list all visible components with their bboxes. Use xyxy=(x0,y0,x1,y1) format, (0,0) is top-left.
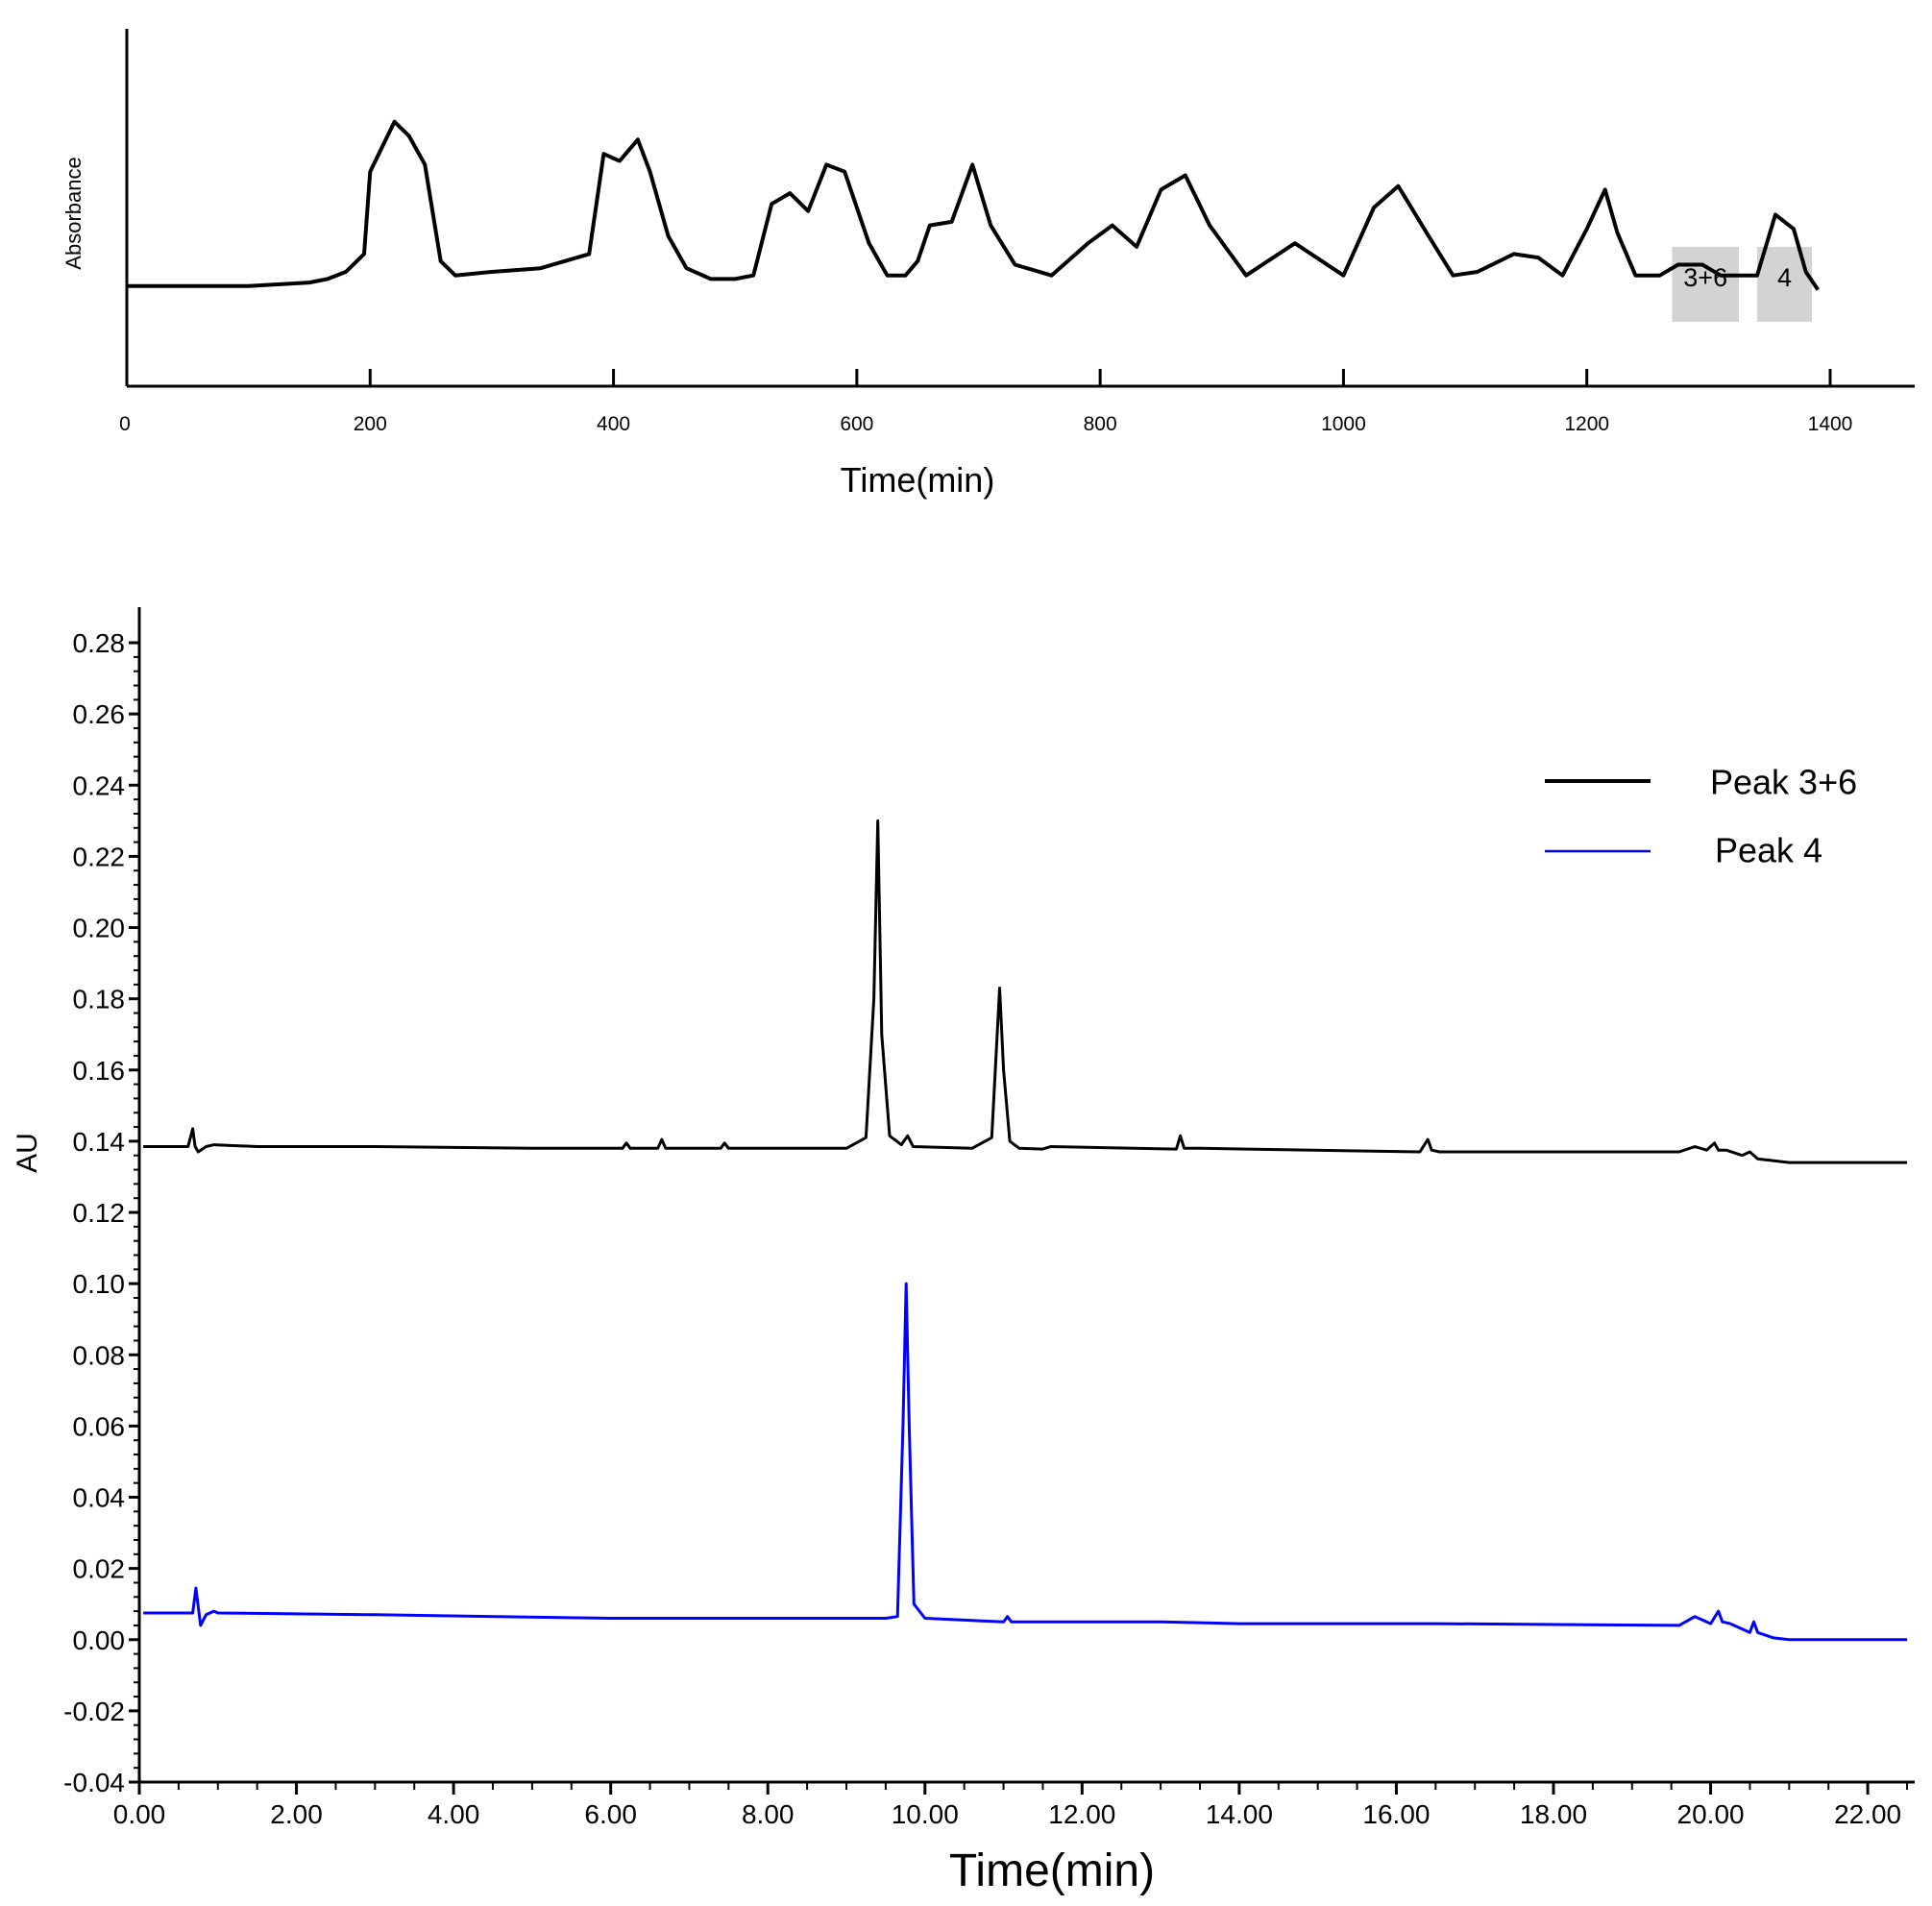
top-x-tick-label: 1000 xyxy=(1321,413,1366,435)
bottom-y-tick-label: 0.00 xyxy=(73,1625,126,1655)
bottom-y-tick-label: 0.12 xyxy=(73,1198,126,1228)
bottom-x-tick-label: 14.00 xyxy=(1206,1799,1273,1829)
legend-label-peak-3-6: Peak 3+6 xyxy=(1710,763,1857,802)
legend-label-peak-4: Peak 4 xyxy=(1715,831,1822,870)
peak-region-3-6 xyxy=(1672,246,1740,323)
bottom-y-ticks: -0.04 -0.02 0.00 0.02 0.04 0.06 0.08 0.10 0.12 0.… xyxy=(63,628,139,1797)
peak-region-label-4: 4 xyxy=(1777,263,1792,292)
top-peak-annotations: 3+6 4 xyxy=(1672,246,1813,323)
bottom-x-axis-label: Time(min) xyxy=(949,1845,1155,1896)
top-x-tick-label: 1400 xyxy=(1808,413,1853,435)
bottom-y-tick-label: 0.02 xyxy=(73,1554,126,1584)
top-x-tick-label: 800 xyxy=(1084,413,1117,435)
legend-entry-peak-3-6: Peak 3+6 xyxy=(1545,763,1857,802)
bottom-x-tick-label: 16.00 xyxy=(1362,1799,1430,1829)
bottom-y-tick-label: -0.02 xyxy=(63,1697,125,1726)
top-y-axis-label: Absorbance xyxy=(61,157,86,269)
top-x-axis-label: Time(min) xyxy=(841,460,995,500)
bottom-y-tick-label: 0.04 xyxy=(73,1483,126,1513)
bottom-y-tick-label: 0.18 xyxy=(73,985,126,1014)
bottom-y-tick-label: 0.22 xyxy=(73,842,126,871)
bottom-y-tick-label: 0.16 xyxy=(73,1056,126,1086)
top-x-tick-label: 1200 xyxy=(1564,413,1609,435)
top-series-line-0 xyxy=(127,119,1820,291)
bottom-x-tick-label: 6.00 xyxy=(584,1799,637,1829)
bottom-x-tick-label: 4.00 xyxy=(428,1799,480,1829)
bottom-y-tick-label: 0.26 xyxy=(73,699,126,729)
top-x-tick-label: 0 xyxy=(119,413,131,435)
bottom-x-tick-label: 22.00 xyxy=(1834,1799,1901,1829)
bottom-y-tick-label: 0.10 xyxy=(73,1269,126,1299)
bottom-x-tick-label: 20.00 xyxy=(1677,1799,1745,1829)
bottom-series-group xyxy=(143,819,1907,1642)
bottom-y-tick-label: -0.04 xyxy=(63,1768,125,1797)
bottom-y-tick-label: 0.24 xyxy=(73,770,126,800)
bottom-y-tick-label: 0.08 xyxy=(73,1340,126,1370)
top-x-tick-label: 600 xyxy=(840,413,873,435)
legend: Peak 3+6 Peak 4 xyxy=(1545,763,1857,870)
bottom-y-tick-label: 0.28 xyxy=(73,628,126,658)
bottom-x-tick-label: 12.00 xyxy=(1048,1799,1115,1829)
bottom-x-tick-label: 2.00 xyxy=(270,1799,323,1829)
top-series-group xyxy=(127,119,1820,291)
bottom-y-axis-label: AU xyxy=(12,1133,43,1173)
top-x-tick-label: 400 xyxy=(597,413,630,435)
bottom-x-tick-label: 8.00 xyxy=(742,1799,795,1829)
bottom-y-tick-label: 0.20 xyxy=(73,914,126,943)
bottom-x-tick-label: 10.00 xyxy=(892,1799,959,1829)
series-line-peak-3-6 xyxy=(143,819,1907,1164)
bottom-x-tick-label: 0.00 xyxy=(113,1799,166,1829)
bottom-x-ticks: 0.00 2.00 4.00 6.00 8.00 10.00 12.00 14.00 16.00… xyxy=(113,1782,1908,1829)
bottom-x-tick-label: 18.00 xyxy=(1520,1799,1587,1829)
bottom-y-tick-label: 0.14 xyxy=(73,1127,126,1157)
series-line-peak-4 xyxy=(143,1282,1907,1642)
legend-entry-peak-4: Peak 4 xyxy=(1545,831,1822,870)
top-x-ticks: 0 200 400 600 800 1000 1200 1400 xyxy=(119,369,1852,435)
bottom-y-tick-label: 0.06 xyxy=(73,1411,126,1441)
top-chart: 3+6 4 0 200 400 600 800 1000 1200 1400 Absorbanc… xyxy=(61,29,1915,500)
bottom-chart: -0.04 -0.02 0.00 0.02 0.04 0.06 0.08 0.10 0.12 0.… xyxy=(12,607,1915,1896)
top-x-tick-label: 200 xyxy=(354,413,387,435)
